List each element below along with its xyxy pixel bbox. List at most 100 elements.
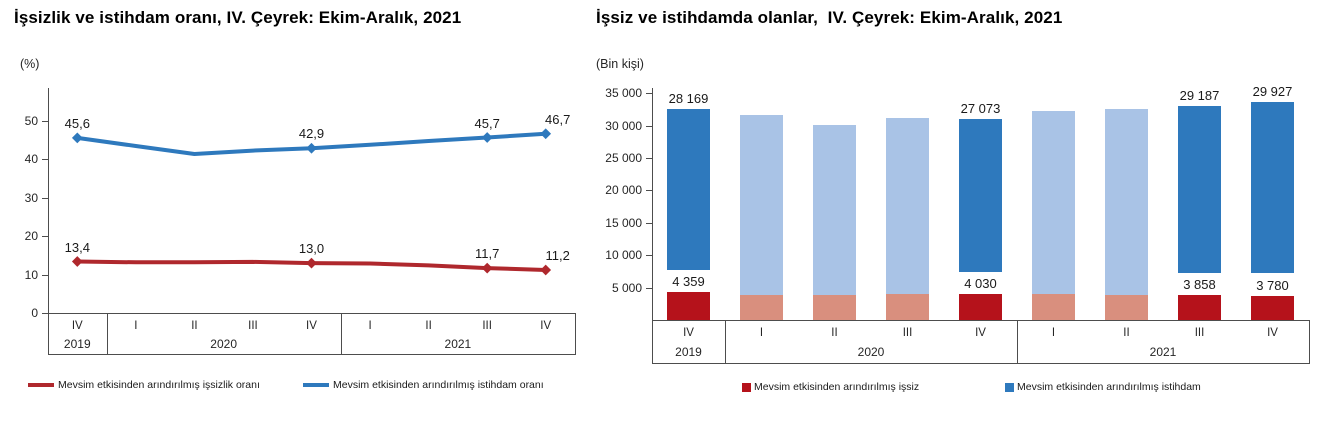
- y-tick-label: 20: [24, 229, 38, 244]
- legend-label: Mevsim etkisinden arındırılmış istihdam: [1017, 381, 1201, 393]
- y-tick-mark: [646, 93, 652, 95]
- y-tick-label: 40: [24, 152, 38, 167]
- y-tick-mark: [646, 190, 652, 192]
- y-tick-label: 10 000: [605, 248, 642, 263]
- quarter-label: II: [1123, 327, 1130, 339]
- y-tick-label: 30 000: [605, 118, 642, 133]
- y-axis-line: [652, 88, 653, 321]
- y-tick-mark: [646, 287, 652, 289]
- bar-segment-employed: [886, 118, 929, 295]
- quarter-label: I: [368, 320, 372, 332]
- quarter-label: IV: [683, 327, 694, 339]
- point-value-label: 46,7: [545, 111, 571, 127]
- year-group-divider: [1309, 320, 1310, 363]
- year-group-divider: [575, 313, 576, 354]
- quarter-label: IV: [540, 320, 552, 332]
- point-value-label: 42,9: [298, 126, 325, 142]
- legend-line-swatch: [303, 383, 329, 387]
- bar-segment-unemployed: [959, 293, 1002, 320]
- point-value-label: 13,0: [298, 241, 325, 257]
- year-group-divider: [652, 320, 653, 363]
- legend-label: Mevsim etkisinden arındırılmış işsizlik …: [58, 379, 260, 391]
- year-group-divider: [48, 313, 49, 354]
- point-value-label: 13,4: [64, 239, 90, 255]
- x-axis-line: [652, 320, 1309, 321]
- year-group-divider: [725, 320, 726, 363]
- line-chart-title: İşsizlik ve istihdam oranı, IV. Çeyrek: …: [14, 8, 462, 27]
- quarter-label: IV: [71, 320, 83, 332]
- band-bottom-line: [48, 354, 576, 355]
- bar-segment-employed: [1251, 101, 1294, 274]
- year-label: 2021: [1149, 345, 1177, 359]
- line-series-svg: [71, 128, 552, 276]
- y-tick-label: 25 000: [605, 151, 642, 165]
- year-label: 2019: [63, 337, 91, 351]
- quarter-label: I: [759, 327, 764, 339]
- quarter-label: III: [1194, 327, 1205, 339]
- bar-segment-unemployed: [1105, 295, 1148, 320]
- bar-value-label-unemployed: 3 858: [1183, 277, 1216, 292]
- bar-segment-unemployed: [813, 295, 856, 320]
- y-tick-label: 50: [24, 114, 38, 128]
- year-label: 2019: [675, 345, 702, 359]
- quarter-label: III: [482, 320, 492, 332]
- bar-segment-employed: [1032, 111, 1075, 295]
- y-tick-mark: [646, 255, 652, 257]
- bar-segment-unemployed: [667, 291, 710, 320]
- quarter-label: II: [191, 320, 198, 332]
- bar-segment-unemployed: [1251, 295, 1294, 320]
- line-chart-unit-label: (%): [20, 57, 40, 71]
- y-tick-label: 20 000: [605, 183, 642, 198]
- point-value-label: 45,7: [474, 115, 500, 131]
- y-tick-label: 30: [24, 190, 38, 205]
- y-tick-label: 15 000: [605, 215, 642, 230]
- point-value-label: 11,7: [475, 246, 500, 262]
- bar-value-label-employed: 27 073: [960, 100, 1001, 116]
- y-tick-label: 35 000: [605, 86, 642, 101]
- bar-chart-legend: Mevsim etkisinden arındırılmış işsiz Mevs…: [590, 0, 1328, 421]
- y-tick-mark: [646, 222, 652, 224]
- y-tick-mark: [646, 125, 652, 127]
- quarter-label: II: [831, 327, 838, 339]
- y-tick-mark: [42, 274, 48, 276]
- bar-segment-employed: [813, 125, 856, 296]
- bar-segment-unemployed: [1032, 294, 1075, 320]
- quarter-label: I: [1051, 327, 1056, 339]
- legend-square-swatch: [742, 382, 751, 392]
- x-axis-line: [48, 313, 575, 314]
- bar-segment-unemployed: [1178, 295, 1221, 320]
- quarter-label: III: [902, 327, 913, 339]
- bar-segment-employed: [959, 118, 1002, 272]
- bar-value-label-unemployed: 4 030: [964, 275, 997, 291]
- bar-chart-unit-label: (Bin kişi): [596, 57, 644, 71]
- quarter-label: IV: [1267, 327, 1278, 339]
- bar-value-label-unemployed: 4 359: [672, 273, 705, 289]
- y-tick-mark: [42, 236, 48, 238]
- bar-chart-plot: 5 000 10 000 15 000 20 000 25 000 30 000 35 00…: [590, 0, 1328, 421]
- line-chart-legend: Mevsim etkisinden arındırılmış işsizlik …: [0, 0, 585, 421]
- bar-value-label-employed: 29 187: [1179, 87, 1220, 103]
- year-group-divider: [1017, 320, 1018, 363]
- y-tick-label: 10: [24, 267, 38, 282]
- legend-item: Mevsim etkisinden arındırılmış işsiz: [742, 380, 919, 394]
- legend-item: Mevsim etkisinden arındırılmış istihdam …: [303, 378, 544, 392]
- point-value-label: 11,2: [545, 248, 570, 263]
- y-tick-mark: [42, 313, 48, 314]
- y-tick-label: 0: [31, 306, 38, 320]
- year-label: 2020: [857, 345, 885, 359]
- band-bottom-line: [652, 363, 1310, 364]
- legend-label: Mevsim etkisinden arındırılmış işsiz: [754, 381, 920, 393]
- legend-label: Mevsim etkisinden arındırılmış istihdam …: [333, 379, 544, 391]
- legend-square-swatch: [1005, 382, 1014, 392]
- quarter-label: IV: [306, 320, 317, 332]
- year-label: 2020: [210, 337, 237, 351]
- bar-segment-unemployed: [740, 294, 783, 320]
- rates-line-chart-panel: İşsizlik ve istihdam oranı, IV. Çeyrek: …: [0, 0, 585, 421]
- year-label: 2021: [444, 337, 472, 351]
- quarter-label: I: [134, 320, 138, 332]
- quarter-label: III: [248, 320, 258, 332]
- y-tick-mark: [646, 158, 652, 159]
- bar-chart-title: İşsiz ve istihdamda olanlar, IV. Çeyrek:…: [596, 8, 1063, 27]
- legend-item: Mevsim etkisinden arındırılmış istihdam: [1005, 380, 1201, 394]
- legend-item: Mevsim etkisinden arındırılmış işsizlik …: [28, 378, 260, 392]
